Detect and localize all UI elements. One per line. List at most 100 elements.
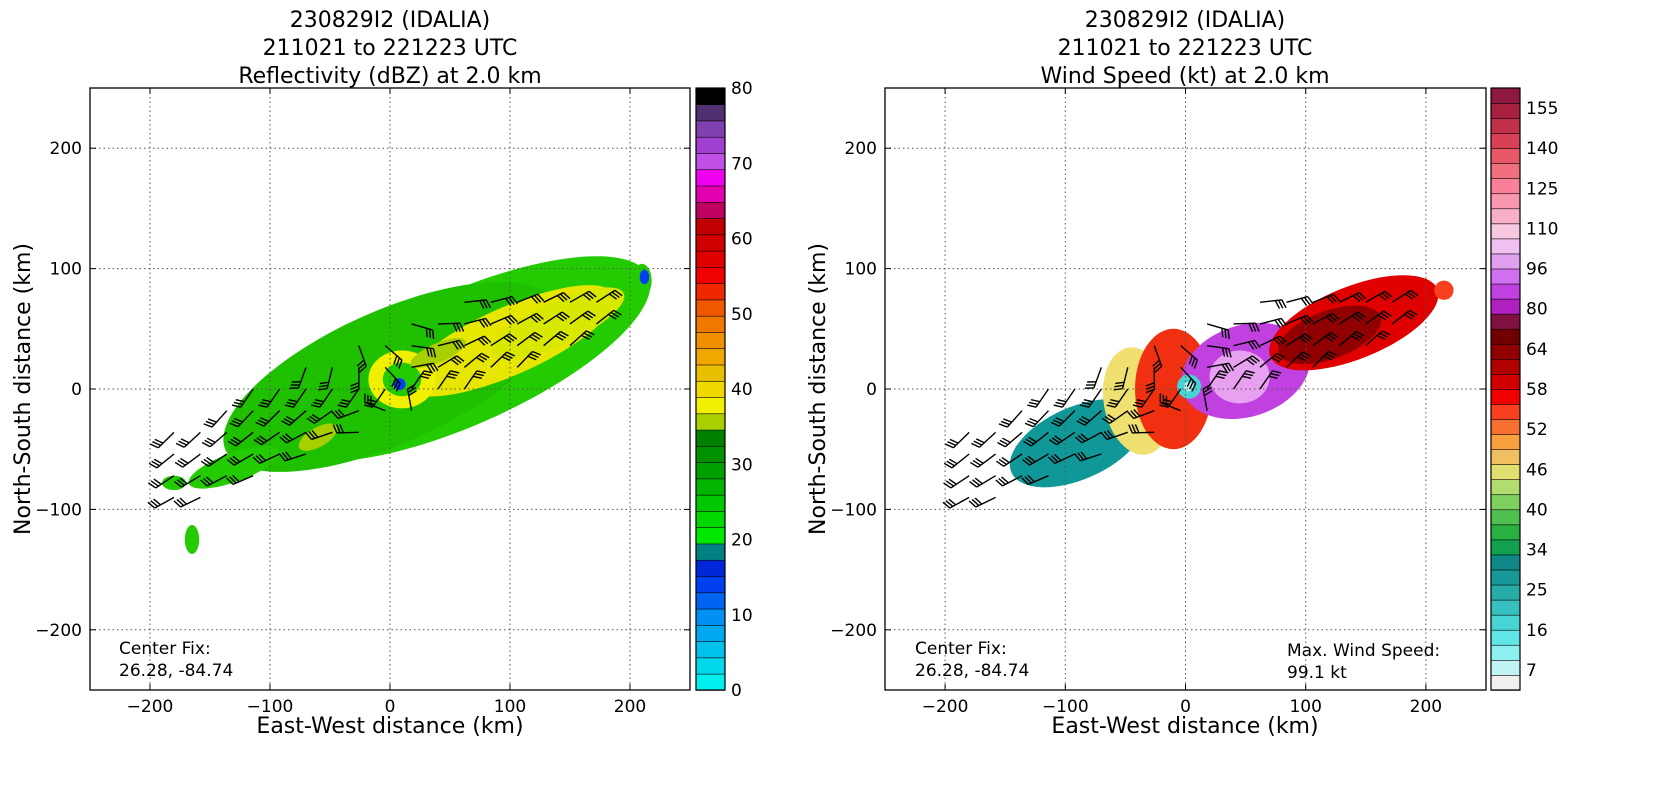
- barb-flag: [999, 424, 1007, 427]
- center-fix-label: Center Fix:: [119, 639, 211, 659]
- colorbar-segment: [696, 316, 725, 333]
- wind-barb: [148, 497, 174, 508]
- colorbar-segment: [1491, 118, 1520, 133]
- colorbar-segment: [696, 88, 725, 105]
- colorbar-tick-label: 16: [1526, 621, 1548, 641]
- colorbar-tick-label: 20: [731, 531, 753, 551]
- colorbar-tick-label: 70: [731, 154, 753, 174]
- colorbar-segment: [1491, 404, 1520, 419]
- colorbar-segment: [1491, 540, 1520, 555]
- colorbar-segment: [1491, 449, 1520, 464]
- barb-flag: [150, 444, 158, 448]
- colorbar-tick-label: 30: [731, 455, 753, 475]
- barb-flag: [1056, 402, 1065, 404]
- barb-flag: [1225, 329, 1226, 338]
- colorbar-segment: [696, 478, 725, 495]
- colorbar-segment: [1491, 193, 1520, 208]
- barb-flag: [1030, 418, 1038, 421]
- wind-barb: [945, 432, 969, 447]
- y-tick-label: 0: [71, 380, 82, 400]
- colorbar-segment: [1491, 600, 1520, 615]
- wind-barb: [1027, 389, 1048, 407]
- wind-barb: [999, 411, 1022, 427]
- barb-flag: [430, 329, 431, 338]
- colorbar-segment: [696, 104, 725, 121]
- colorbar-segment: [1491, 645, 1520, 660]
- colorbar-segment: [696, 348, 725, 365]
- colorbar-segment: [696, 413, 725, 430]
- colorbar-tick-label: 80: [1526, 300, 1548, 320]
- colorbar-segment: [696, 641, 725, 658]
- colorbar-tick-label: 7: [1526, 661, 1537, 681]
- colorbar-tick-label: 155: [1526, 99, 1558, 119]
- colorbar-segment: [1491, 148, 1520, 163]
- colorbar-segment: [1491, 329, 1520, 344]
- y-axis-label: North-South distance (km): [11, 243, 36, 535]
- field-region: [1434, 281, 1453, 300]
- colorbar-segment: [1491, 314, 1520, 329]
- barb-flag: [206, 421, 214, 424]
- barb-flag: [204, 424, 212, 427]
- wind-barb: [943, 497, 969, 508]
- title-line-2: 211021 to 221223 UTC: [263, 36, 518, 61]
- title-line-1: 230829I2 (IDALIA): [1085, 8, 1286, 33]
- colorbar-segment: [1491, 389, 1520, 404]
- barb-flag: [945, 444, 953, 448]
- colorbar-segment: [1491, 269, 1520, 284]
- colorbar-segment: [696, 137, 725, 154]
- colorbar-segment: [696, 300, 725, 317]
- wind-barb: [176, 432, 200, 447]
- colorbar-segment: [1491, 524, 1520, 539]
- colorbar-segment: [1491, 284, 1520, 299]
- field-region: [185, 525, 199, 554]
- barb-flag: [1222, 328, 1223, 337]
- wind-barb: [970, 476, 996, 487]
- x-axis-label: East-West distance (km): [256, 714, 523, 739]
- y-tick-label: −200: [35, 621, 82, 641]
- center-fix-value: 26.28, -84.74: [915, 661, 1029, 681]
- colorbar-segment: [1491, 299, 1520, 314]
- barb-flag: [1054, 405, 1063, 407]
- wind-barb: [175, 454, 200, 467]
- wind-barb: [1054, 389, 1075, 407]
- title-line-1: 230829I2 (IDALIA): [290, 8, 491, 33]
- colorbar-segment: [1491, 660, 1520, 675]
- colorbar-segment: [696, 674, 725, 691]
- barb-staff: [1207, 324, 1228, 330]
- colorbar-segment: [696, 332, 725, 349]
- colorbar-segment: [1491, 223, 1520, 238]
- colorbar-segment: [696, 218, 725, 235]
- wind-barb: [943, 476, 969, 488]
- title-line-3: Wind Speed (kt) at 2.0 km: [1040, 64, 1329, 89]
- colorbar-segment: [1491, 419, 1520, 434]
- panel-reflectivity: 230829I2 (IDALIA) 211021 to 221223 UTC R…: [11, 8, 753, 739]
- field-region: [640, 270, 650, 284]
- barb-flag: [1029, 402, 1038, 404]
- colorbar-tick-label: 0: [731, 681, 742, 701]
- title-line-2: 211021 to 221223 UTC: [1058, 36, 1313, 61]
- colorbar-tick-label: 52: [1526, 420, 1548, 440]
- title-line-3: Reflectivity (dBZ) at 2.0 km: [238, 64, 541, 89]
- colorbar-segment: [696, 495, 725, 512]
- colorbar-segment: [1491, 675, 1520, 690]
- barb-flag: [1031, 400, 1040, 402]
- colorbar-tick-label: 40: [731, 380, 753, 400]
- colorbar-tick-label: 50: [731, 305, 753, 325]
- x-tick-label: 200: [1410, 697, 1442, 717]
- wind-barb: [1260, 300, 1286, 309]
- colorbar-segment: [1491, 103, 1520, 118]
- panel-wind-speed: 230829I2 (IDALIA) 211021 to 221223 UTC W…: [806, 8, 1558, 739]
- barb-flag: [1084, 400, 1093, 402]
- colorbar-segment: [696, 511, 725, 528]
- colorbar-tick-label: 125: [1526, 179, 1558, 199]
- colorbar-tick-label: 64: [1526, 340, 1548, 360]
- barb-flag: [1025, 423, 1033, 426]
- y-tick-label: 0: [866, 380, 877, 400]
- colorbar-segment: [696, 251, 725, 268]
- colorbar-segment: [696, 576, 725, 593]
- colorbar-segment: [1491, 163, 1520, 178]
- colorbar-segment: [1491, 494, 1520, 509]
- x-tick-label: 200: [614, 697, 646, 717]
- colorbar-tick-label: 46: [1526, 460, 1548, 480]
